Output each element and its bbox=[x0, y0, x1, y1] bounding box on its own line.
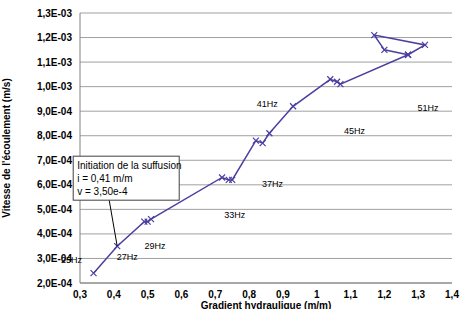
svg-text:2,0E-04: 2,0E-04 bbox=[37, 278, 72, 289]
svg-text:3,0E-04: 3,0E-04 bbox=[37, 253, 72, 264]
svg-text:Gradient hydraulique (m/m): Gradient hydraulique (m/m) bbox=[201, 300, 332, 309]
svg-text:1,3E-03: 1,3E-03 bbox=[37, 8, 72, 19]
svg-text:5,0E-04: 5,0E-04 bbox=[37, 204, 72, 215]
svg-text:Initiation de la suffusion: Initiation de la suffusion bbox=[77, 160, 181, 171]
svg-text:0,7: 0,7 bbox=[208, 289, 222, 300]
svg-text:0,5: 0,5 bbox=[141, 289, 155, 300]
svg-text:v = 3,50e-4: v = 3,50e-4 bbox=[77, 186, 128, 197]
svg-text:29Hz: 29Hz bbox=[145, 241, 167, 251]
svg-text:Vitesse de l'écoulement (m/s): Vitesse de l'écoulement (m/s) bbox=[8, 78, 12, 217]
svg-text:1: 1 bbox=[314, 289, 320, 300]
svg-text:0,4: 0,4 bbox=[107, 289, 121, 300]
svg-text:4,0E-04: 4,0E-04 bbox=[37, 228, 72, 239]
svg-text:51Hz: 51Hz bbox=[418, 103, 440, 113]
svg-text:1,3: 1,3 bbox=[411, 289, 425, 300]
svg-text:8,0E-04: 8,0E-04 bbox=[37, 130, 72, 141]
svg-text:1,1: 1,1 bbox=[344, 289, 358, 300]
svg-text:33Hz: 33Hz bbox=[224, 210, 246, 220]
svg-text:9,0E-04: 9,0E-04 bbox=[37, 106, 72, 117]
svg-text:41Hz: 41Hz bbox=[257, 99, 279, 109]
svg-text:6,0E-04: 6,0E-04 bbox=[37, 179, 72, 190]
svg-text:0,8: 0,8 bbox=[242, 289, 256, 300]
svg-text:1,2E-03: 1,2E-03 bbox=[37, 32, 72, 43]
svg-text:1,0E-03: 1,0E-03 bbox=[37, 81, 72, 92]
svg-text:7,0E-04: 7,0E-04 bbox=[37, 155, 72, 166]
svg-text:i = 0,41 m/m: i = 0,41 m/m bbox=[77, 173, 132, 184]
svg-text:1,1E-03: 1,1E-03 bbox=[37, 57, 72, 68]
svg-text:37Hz: 37Hz bbox=[262, 179, 284, 189]
svg-text:0,3: 0,3 bbox=[73, 289, 87, 300]
svg-text:27Hz: 27Hz bbox=[117, 252, 139, 262]
svg-text:45Hz: 45Hz bbox=[344, 126, 366, 136]
svg-text:1,4: 1,4 bbox=[445, 289, 459, 300]
svg-text:1,2: 1,2 bbox=[377, 289, 391, 300]
svg-text:0,9: 0,9 bbox=[276, 289, 290, 300]
svg-text:0,6: 0,6 bbox=[175, 289, 189, 300]
